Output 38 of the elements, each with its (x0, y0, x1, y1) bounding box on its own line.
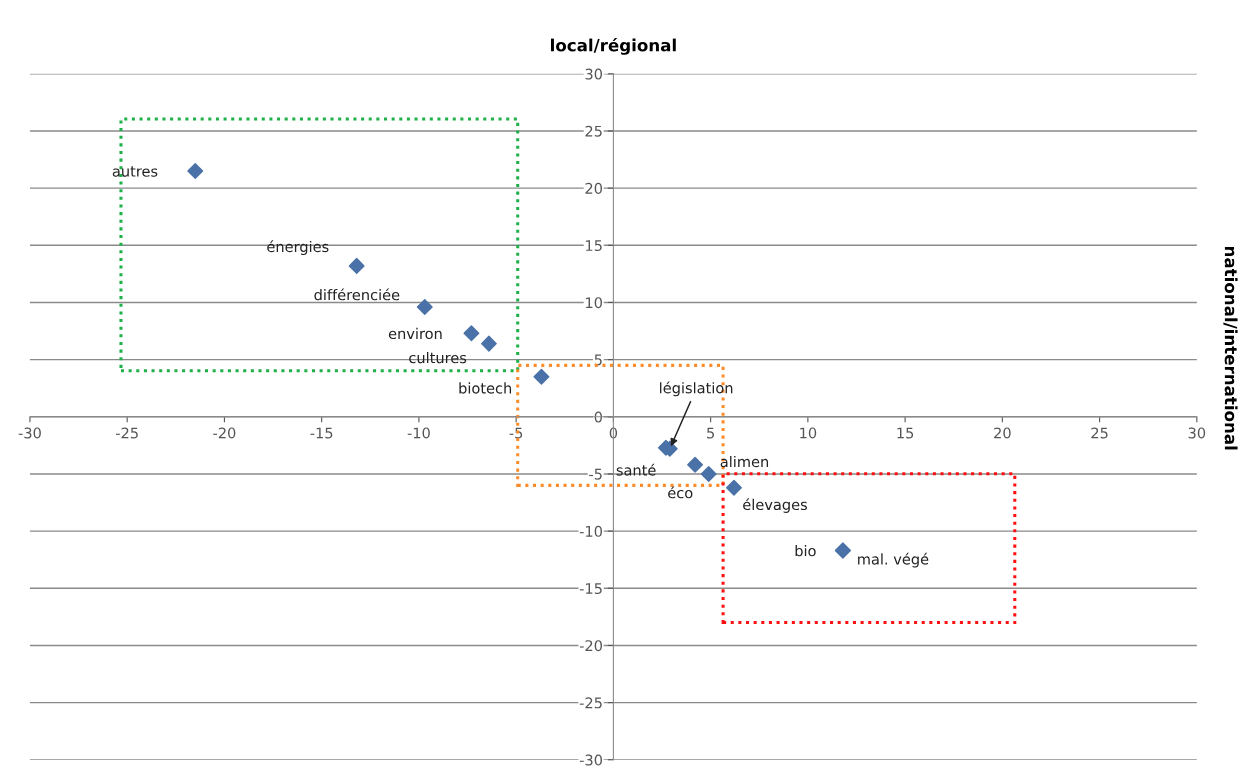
x-tick-label: -25 (116, 427, 138, 439)
y-tick-label: -5 (589, 468, 602, 480)
x-tick-label: -30 (18, 427, 41, 439)
x-tick-label: 15 (897, 427, 914, 439)
y-tick-label: -25 (579, 697, 602, 709)
annotation: législation (660, 381, 733, 397)
annotation: santé (616, 463, 656, 476)
y-tick-label: 15 (586, 240, 602, 252)
annotation: autres (112, 166, 158, 177)
x-tick-label: 20 (994, 427, 1011, 439)
annotation: éco (668, 486, 693, 499)
annotation: différenciée (314, 288, 400, 301)
y-tick-label: 20 (585, 182, 603, 194)
x-tick-label: -20 (213, 427, 236, 439)
y-tick-label: 25 (585, 125, 602, 137)
y-tick-label: -15 (579, 583, 602, 595)
annotation: environ (388, 327, 442, 340)
annotation: mal. végé (858, 552, 929, 568)
annotation: cultures (409, 351, 467, 364)
x-tick-label: 25 (1091, 427, 1108, 439)
y-tick-label: 10 (586, 297, 603, 309)
annotation: bio (795, 545, 816, 557)
y-tick-label: -20 (579, 640, 603, 652)
x-tick-label: 10 (800, 427, 817, 439)
x-tick-label: -10 (407, 427, 430, 439)
y-tick-label: -30 (579, 754, 603, 766)
y-tick-label: 0 (594, 411, 603, 423)
annotation: alimen (720, 455, 769, 468)
x-tick-label: 5 (707, 427, 714, 439)
y-tick-label: -10 (579, 525, 603, 537)
y-axis-title: national/international (1223, 246, 1238, 450)
y-tick-label: 30 (585, 68, 603, 80)
x-tick-label: 30 (1188, 427, 1206, 439)
annotation: énergies (267, 240, 329, 256)
annotation: élevages (743, 498, 807, 513)
x-axis-title: local/régional (551, 37, 676, 55)
x-tick-label: -15 (310, 427, 333, 439)
annotation: biotech (459, 382, 512, 394)
